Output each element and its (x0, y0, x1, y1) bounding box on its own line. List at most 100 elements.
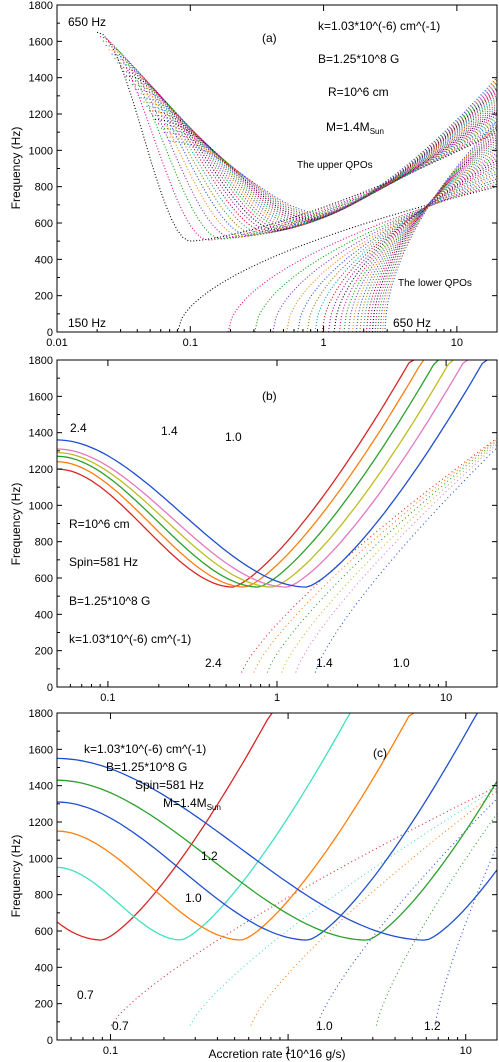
panel-b-series-dotted (281, 441, 498, 673)
panel-a-ytick-label: 1800 (29, 0, 53, 12)
panel-a-lower-qpo-curve (374, 131, 498, 333)
panel-a-ticks: 0 200 400 600 800 1000 1200 1400 1600 1800 0.01 0.1… (29, 0, 497, 349)
panel-a-lower-qpo-curve (327, 162, 498, 333)
panel-a-ytick-label: 400 (35, 254, 53, 266)
panel-c-series-dotted (250, 790, 498, 1026)
panel-a-m: M=1.4MSun (326, 120, 384, 136)
panel-b-ytick-label: 800 (35, 537, 53, 549)
panel-c-bottom-1-2: 1.2 (424, 1019, 441, 1033)
panel-a-150hz: 150 Hz (68, 316, 106, 330)
panel-a-upper-qpo-curve (137, 92, 498, 227)
panel-a-upper-qpo-curve (120, 66, 498, 233)
panel-c-bottom-1-0: 1.0 (316, 1019, 333, 1033)
panel-c-series-dotted (375, 813, 498, 1026)
panel-c-series-curve (56, 779, 498, 941)
panel-a-label: (a) (262, 31, 277, 45)
panel-a-xtick-label: 1 (321, 337, 327, 349)
panel-a-upper-qpo-curve (99, 36, 498, 241)
panel-b-bottom-2-4: 2.4 (205, 656, 222, 670)
panel-a-650hz-top: 650 Hz (68, 15, 106, 29)
panel-c-k: k=1.03*10^(-6) cm^(-1) (84, 742, 206, 756)
panel-a-ytick-label: 1400 (29, 73, 53, 85)
panel-c-series-dotted (189, 787, 498, 1026)
panel-c-series-dotted (110, 786, 498, 1026)
panel-b-series-dotted (241, 437, 498, 673)
panel-a-lower-qpo-curve (347, 152, 498, 333)
panel-b-series-curve (56, 359, 425, 588)
panel-a-curves (96, 31, 498, 333)
panel-a-m-sub: Sun (370, 127, 384, 136)
panel-b-series-curve (56, 359, 488, 588)
panel-a-650hz-bottom: 650 Hz (393, 316, 431, 330)
panel-c-ytick-label: 1600 (29, 744, 53, 756)
panel-a-lower-qpo-curve (384, 120, 498, 333)
panel-c-ylabel: Frequency (Hz) (9, 835, 23, 918)
panel-c-xtick-label: 0.1 (103, 1045, 118, 1057)
panel-b-r: R=10^6 cm (69, 517, 130, 531)
panel-b-ytick-label: 200 (35, 646, 53, 658)
panel-b-series-curve (56, 359, 469, 588)
panel-c-b: B=1.25*10^8 G (106, 760, 187, 774)
panel-c-ytick-label: 1400 (29, 781, 53, 793)
panel-c-ytick-label: 0 (47, 1035, 53, 1047)
panel-a-m-main: M=1.4M (326, 120, 370, 134)
panel-a-upper-qpo-curve (105, 44, 498, 239)
panel-c-series-curve (56, 712, 351, 941)
panel-c-series-curve (56, 712, 478, 941)
panel-a-upper-qpo-curve (114, 57, 498, 236)
panel-b-series-curve (56, 359, 439, 588)
panel-b-ytick-label: 600 (35, 573, 53, 585)
panel-a-lower-qpo-curve (297, 173, 498, 333)
panel-a-lower-qpo-curve (176, 186, 498, 333)
panel-a-upper-qpo-curve (96, 31, 498, 242)
panel-b-ytick-label: 1800 (29, 355, 53, 367)
panel-a-upper-qpo-curve (108, 49, 498, 238)
panel-a-ytick-label: 1000 (29, 145, 53, 157)
panel-c-m-main: M=1.4M (163, 796, 207, 810)
panel-a-lower-qpo-curve (362, 141, 498, 333)
panel-a-xtick-label: 0.1 (183, 337, 198, 349)
panel-a-lower-qpo-curve (286, 175, 498, 333)
panel-a-xtick-label: 10 (451, 337, 463, 349)
panel-c-ytick-label: 800 (35, 890, 53, 902)
panel-a-lower-qpo-curve (321, 165, 498, 333)
panel-b-xtick-label: 0.1 (100, 692, 115, 704)
panel-c-label-1-0: 1.0 (185, 891, 202, 905)
panel-a-upper-label: The upper QPOs (297, 160, 373, 171)
panel-a-lower-qpo-curve (368, 136, 498, 333)
panel-c-ytick-label: 1800 (29, 708, 53, 720)
panel-b-series-dotted (314, 447, 498, 673)
panel-c-label-1-2: 1.2 (201, 849, 218, 863)
panel-a-lower-qpo-curve (254, 180, 498, 333)
panel-b-curves (56, 359, 498, 673)
panel-a-ytick-label: 600 (35, 218, 53, 230)
panel-b-spin: Spin=581 Hz (69, 555, 138, 569)
panel-b-label-2-4: 2.4 (70, 421, 87, 435)
panel-a-ytick-label: 1200 (29, 109, 53, 121)
panel-b-ytick-label: 1600 (29, 391, 53, 403)
panel-a-lower-qpo-curve (333, 160, 498, 333)
panel-a-lower-qpo-curve (359, 144, 498, 333)
panel-c-m: M=1.4MSun (163, 796, 221, 812)
panel-a-upper-qpo-curve (102, 40, 498, 240)
panel-b-ytick-label: 1000 (29, 500, 53, 512)
panel-a-upper-qpo-curve (163, 81, 498, 217)
panel-b-ticks: 0 200 400 600 800 1000 1200 1400 1600 1800 0.1 1 10 (29, 355, 497, 704)
panel-c-series-curve (56, 712, 415, 941)
panel-a-upper-qpo-curve (128, 79, 498, 230)
panel-a-r: R=10^6 cm (328, 85, 389, 99)
panel-b-ytick-label: 1200 (29, 464, 53, 476)
panel-a-upper-qpo-curve (149, 92, 498, 222)
panel-a-b: B=1.25*10^8 G (318, 52, 399, 66)
panel-c-m-sub: Sun (207, 803, 221, 812)
panel-a-ytick-label: 800 (35, 182, 53, 194)
panel-a-upper-qpo-curve (166, 79, 498, 216)
panel-a-xtick-label: 0.01 (46, 337, 67, 349)
panel-a-lower-qpo-curve (227, 183, 498, 333)
panel-b-ylabel: Frequency (Hz) (9, 483, 23, 566)
panel-c-series-curve (56, 757, 498, 941)
panel-c-ytick-label: 400 (35, 962, 53, 974)
